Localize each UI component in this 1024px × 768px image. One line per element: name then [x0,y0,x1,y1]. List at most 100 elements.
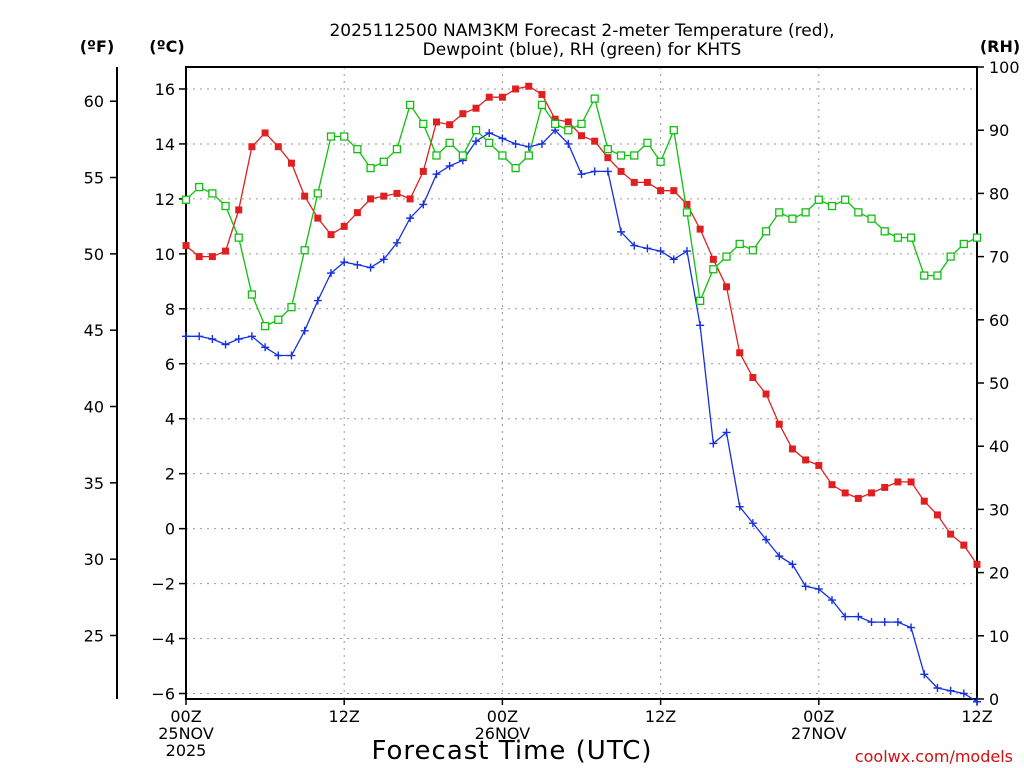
temperature-point [564,118,572,126]
dewpoint-point [841,612,850,621]
fahrenheit-tick-label: 45 [84,321,104,340]
temperature-point [512,85,520,93]
rh-point [682,208,692,217]
rh-point [221,201,230,211]
dewpoint-point [274,351,283,360]
rh-point [181,195,191,204]
axes [110,66,984,705]
dewpoint-point [221,340,230,349]
temperature-point [301,192,309,200]
dewpoint-point [353,260,362,269]
temperature-point [617,167,625,175]
rh-point [814,195,823,204]
dewpoint-point [946,686,955,695]
rh-tick-label: 30 [989,500,1009,519]
rh-point [775,208,784,217]
temperature-point [274,143,282,151]
rh-point [669,126,678,135]
dewpoint-point [669,255,678,264]
dewpoint-point [827,596,836,605]
dewpoint-point [564,139,573,148]
temperature-point [222,247,230,255]
fahrenheit-tick-label: 25 [84,626,104,645]
series-temperature [182,82,981,568]
rh-point [696,296,705,305]
rh-point [761,227,771,236]
rh-tick-label: 80 [989,184,1009,203]
temperature-point [933,511,941,519]
series-rh [181,94,982,331]
temperature-point [261,129,269,137]
rh-point [471,126,481,135]
temperature-point [736,349,744,357]
temperature-point [327,231,335,239]
dewpoint-point [300,326,309,335]
dewpoint-point [590,167,599,176]
dewpoint-point [419,200,428,209]
temperature-point [287,159,295,167]
celsius-tick-label: 12 [155,190,175,209]
temperature-point [643,178,651,186]
dewpoint-point [617,227,626,236]
fahrenheit-unit-label: (ºF) [80,37,115,56]
x-tick-label: 00Z [170,707,201,726]
fahrenheit-tick-label: 35 [84,474,104,493]
rh-point [643,138,652,147]
rh-point [906,233,916,242]
rh-point [972,233,982,242]
dewpoint-point [907,623,916,632]
temperature-point [788,445,796,453]
rh-point [485,138,494,147]
rh-tick-label: 10 [989,627,1009,646]
celsius-tick-label: 10 [155,245,175,264]
dewpoint-point [379,255,388,264]
dewpoint-point [432,170,441,179]
rh-point [748,246,758,255]
rh-point [234,233,243,242]
rh-point [946,252,955,261]
fahrenheit-tick-label: 55 [84,169,104,188]
celsius-tick-label: 4 [165,410,175,429]
temperature-point [815,461,823,469]
rh-point [379,157,388,166]
celsius-tick-label: −6 [151,685,175,704]
dewpoint-point [748,519,757,528]
celsius-tick-label: 8 [165,300,175,319]
dewpoint-point [643,244,652,253]
rh-point [287,303,296,312]
rh-tick-label: 70 [989,248,1009,267]
x-axis-title: Forecast Time (UTC) [371,736,652,766]
rh-point [788,214,797,223]
dewpoint-point [577,170,586,179]
temperature-point [657,187,665,195]
temperature-point [920,497,928,505]
rh-point [366,163,375,173]
temperature-point [947,530,955,538]
dewpoint-point [682,247,691,256]
temperature-point [868,489,876,497]
dewpoint-point [788,560,797,569]
celsius-tick-label: 2 [165,465,175,484]
temperature-point [195,253,203,261]
rh-point [274,315,283,324]
dewpoint-point [709,439,718,448]
rh-point [208,189,217,198]
temperature-point [182,242,190,250]
rh-point [313,189,322,198]
celsius-tick-label: 6 [165,355,175,374]
source-credit: coolwx.com/models [855,747,1013,766]
dewpoint-point [603,167,612,176]
temperature-point [802,456,810,464]
temperature-point [498,93,506,101]
dewpoint-point [722,428,731,437]
temperature-point [854,494,862,502]
rh-point [260,321,270,331]
x-tick-label: 00Z [803,707,834,726]
rh-point [827,201,837,211]
celsius-tick-label: −4 [151,630,175,649]
rh-tick-label: 100 [989,58,1020,77]
temperature-point [340,222,348,230]
temperature-point [235,206,243,214]
fahrenheit-tick-label: 30 [84,550,104,569]
